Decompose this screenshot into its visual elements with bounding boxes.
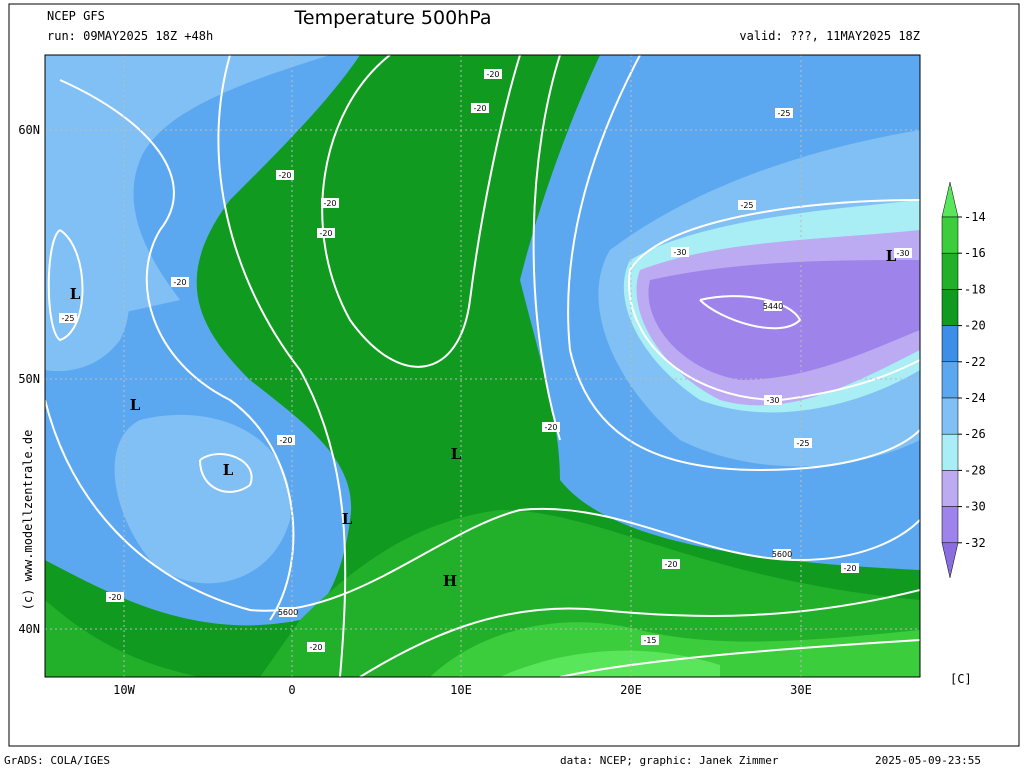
contour-label: 5600 (772, 550, 792, 559)
colorbar-swatch (941, 216, 959, 254)
contour-label-box (841, 563, 859, 573)
colorbar-tick-label: -32 (964, 536, 986, 550)
colorbar-cap (941, 181, 959, 218)
colorbar-tick-label: -30 (964, 500, 986, 514)
contour-label: -20 (843, 564, 856, 573)
footer-software: GrADS: COLA/IGES (4, 754, 110, 767)
pressure-center: L (130, 396, 141, 414)
contour-label: -30 (766, 396, 779, 405)
colorbar-tick-label: -26 (964, 427, 986, 441)
pressure-center: H (443, 572, 457, 590)
contour-label: -25 (777, 109, 790, 118)
contour-label: -20 (486, 70, 499, 79)
x-axis-label: 0 (288, 683, 295, 697)
contour-label-box (277, 435, 295, 445)
x-axis-label: 10W (113, 683, 135, 697)
contour-label: -20 (278, 171, 291, 180)
colorbar-swatch (941, 470, 959, 507)
contour-label-box (317, 228, 335, 238)
contour-label: -25 (61, 314, 74, 323)
pressure-center: L (223, 461, 234, 479)
contour-label-box (59, 313, 77, 323)
contour-label-box (662, 559, 680, 569)
contour-label-box (773, 549, 791, 559)
colorbar-cap (941, 542, 959, 578)
contour-label-box (307, 642, 325, 652)
colorbar-tick-label: -16 (964, 246, 986, 260)
contour-label-box (106, 592, 124, 602)
y-axis-label: 40N (18, 622, 40, 636)
contour-label-box (764, 395, 782, 405)
footer-credits: data: NCEP; graphic: Janek Zimmer (560, 754, 779, 767)
contour-label: 5600 (278, 608, 298, 617)
colorbar-swatch (941, 289, 959, 326)
run: run: 09MAY2025 18Z +48h (47, 29, 213, 43)
colorbar-tick-label: -28 (964, 463, 986, 477)
contour-label-box (738, 200, 756, 210)
colorbar-unit: [C] (950, 672, 972, 686)
contour-label-box (641, 635, 659, 645)
contour-label: -30 (896, 249, 909, 258)
watermark: (c) www.modellzentrale.de (21, 430, 35, 611)
colorbar-tick-label: -20 (964, 319, 986, 333)
contour-label: -25 (796, 439, 809, 448)
contour-label: -20 (108, 593, 121, 602)
contour-label: -20 (664, 560, 677, 569)
colorbar-swatch (941, 506, 959, 544)
x-axis-label: 10E (450, 683, 472, 697)
colorbar-swatch (941, 433, 959, 471)
colorbar-swatch (941, 252, 959, 290)
contour-label-box (894, 248, 912, 258)
contour-label: -15 (643, 636, 656, 645)
pressure-center: L (886, 247, 897, 265)
contour-label: -20 (319, 229, 332, 238)
pressure-center: L (342, 510, 353, 528)
pressure-center: L (451, 445, 462, 463)
contour-label-box (542, 422, 560, 432)
x-axis-label: 30E (790, 683, 812, 697)
x-axis-label: 20E (620, 683, 642, 697)
frame (8, 3, 1020, 747)
contour-label-box (764, 301, 782, 311)
model: NCEP GFS (47, 9, 105, 23)
contour-label: -30 (673, 248, 686, 257)
contour-label-box (279, 607, 297, 617)
contour-label: -25 (740, 201, 753, 210)
colorbar-swatch (941, 397, 959, 435)
contour-label-box (484, 69, 502, 79)
map: -20 -20 -20 -20 -20 -20 -25 -20 -20 -20 5600 -20 -15… (45, 55, 920, 677)
colorbar-swatch (941, 325, 959, 363)
contour-label: -20 (279, 436, 292, 445)
colorbar-swatch (941, 361, 959, 399)
contour-label-box (794, 438, 812, 448)
contour-label-box (171, 277, 189, 287)
colorbar-tick-label: -18 (964, 282, 986, 296)
colorbar-tick-label: -14 (964, 210, 986, 224)
footer-timestamp: 2025-05-09-23:55 (875, 754, 981, 767)
contour-label: -20 (473, 104, 486, 113)
contour-label-box (321, 198, 339, 208)
valid-time: valid: ???, 11MAY2025 18Z (739, 29, 920, 43)
contour-label-box (471, 103, 489, 113)
contour-label-box (671, 247, 689, 257)
contour-label-box (276, 170, 294, 180)
map-border (44, 54, 921, 678)
colorbar-tick-label: -24 (964, 391, 986, 405)
pressure-center: L (70, 285, 81, 303)
contour-label: -20 (309, 643, 322, 652)
contour-label: -20 (323, 199, 336, 208)
contour-label: -20 (173, 278, 186, 287)
contour-label-box (775, 108, 793, 118)
y-axis-label: 50N (18, 372, 40, 386)
y-axis-label: 60N (18, 123, 40, 137)
colorbar-tick-label: -22 (964, 355, 986, 369)
title: Temperature 500hPa (294, 7, 492, 29)
contour-label: -20 (544, 423, 557, 432)
contour-label: 5440 (763, 302, 783, 311)
